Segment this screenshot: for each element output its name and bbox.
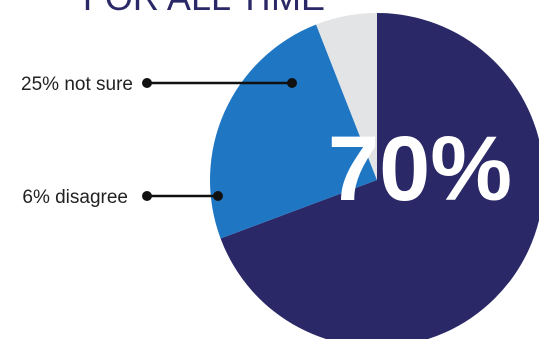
center-value-label: 70%	[328, 118, 512, 220]
callout-dot-not-sure-start	[142, 78, 152, 88]
callout-dot-disagree-start	[142, 191, 152, 201]
pie-slice-disagree	[316, 12, 377, 180]
callout-dot-disagree-end	[213, 191, 223, 201]
callout-label-disagree: 6% disagree	[22, 187, 128, 208]
pie-slice-not-sure	[210, 24, 377, 239]
pie-slice-agree	[220, 13, 539, 339]
callout-label-not-sure: 25% not sure	[21, 74, 133, 95]
chart-title: FOR ALL TIME	[83, 0, 325, 18]
callout-dot-not-sure-end	[287, 78, 297, 88]
pie-slices	[210, 12, 539, 339]
callouts: 25% not sure 6% disagree	[21, 74, 297, 208]
